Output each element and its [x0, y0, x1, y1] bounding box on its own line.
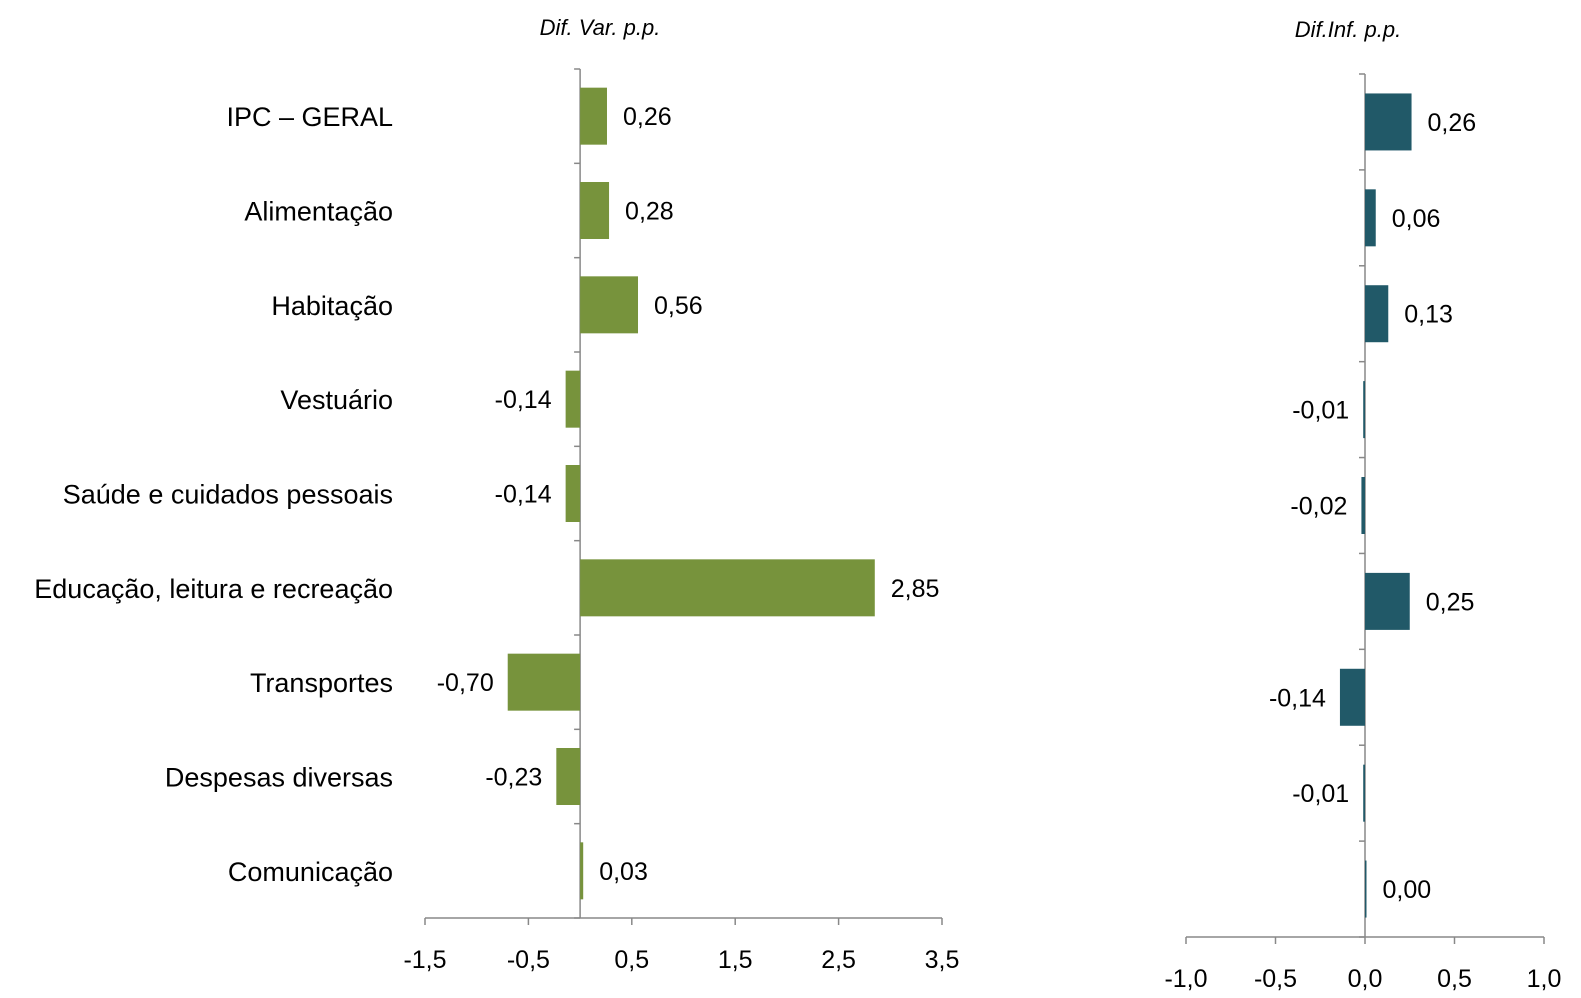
left-data-label: -0,14 [495, 481, 552, 509]
left-category-label: Transportes [250, 668, 393, 698]
left-data-label: -0,23 [485, 764, 542, 792]
left-value-tick-label: 3,5 [925, 946, 960, 974]
right-bar [1365, 860, 1367, 918]
left-bar [580, 182, 610, 239]
left-bar [580, 276, 639, 334]
right-data-label: -0,01 [1292, 780, 1349, 808]
left-value-tick-label: -1,5 [403, 946, 446, 974]
right-data-label: 0,06 [1392, 205, 1441, 233]
left-category-label: Despesas diversas [165, 763, 393, 793]
right-value-tick-label: 0,5 [1437, 965, 1472, 993]
left-bar [507, 653, 581, 711]
left-value-tick-label: -0,5 [507, 946, 550, 974]
left-value-tick-label: 1,5 [718, 946, 753, 974]
left-bar [556, 748, 581, 805]
left-category-label: Vestuário [280, 385, 393, 415]
right-bar [1339, 668, 1365, 726]
left-data-label: 0,26 [623, 103, 672, 131]
left-category-label: Habitação [271, 291, 393, 321]
right-bar [1363, 764, 1365, 822]
right-data-label: 0,25 [1426, 588, 1475, 616]
right-data-label: -0,14 [1269, 684, 1326, 712]
right-value-tick-label: 1,0 [1527, 965, 1562, 993]
left-chart-title: Dif. Var. p.p. [540, 15, 661, 40]
right-bar [1363, 381, 1365, 439]
left-data-label: 0,28 [625, 198, 674, 226]
left-bar [580, 842, 584, 900]
left-category-label: Educação, leitura e recreação [34, 574, 393, 604]
right-data-label: 0,00 [1383, 876, 1432, 904]
left-bar [580, 559, 875, 617]
right-value-tick-label: -0,5 [1254, 965, 1297, 993]
left-bar [565, 465, 581, 522]
right-bar [1365, 93, 1412, 151]
left-category-label: IPC – GERAL [226, 102, 393, 132]
right-data-label: -0,02 [1290, 493, 1347, 521]
right-bar [1361, 477, 1365, 534]
left-bar [580, 87, 607, 145]
right-data-label: 0,26 [1428, 109, 1477, 137]
right-data-label: 0,13 [1404, 301, 1453, 329]
left-category-label: Alimentação [244, 197, 393, 227]
right-bar [1365, 189, 1376, 247]
right-value-tick-label: 0,0 [1348, 965, 1383, 993]
left-data-label: -0,14 [495, 386, 552, 414]
right-data-label: -0,01 [1292, 397, 1349, 425]
right-bar [1365, 285, 1389, 343]
left-value-tick-label: 0,5 [614, 946, 649, 974]
right-chart-title: Dif.Inf. p.p. [1295, 17, 1401, 42]
left-value-tick-label: 2,5 [821, 946, 856, 974]
left-data-label: 0,56 [654, 292, 703, 320]
left-category-label: Comunicação [228, 857, 393, 887]
right-bar [1365, 572, 1410, 630]
left-data-label: -0,70 [437, 669, 494, 697]
left-bar [565, 370, 581, 428]
left-category-label: Saúde e cuidados pessoais [63, 480, 393, 510]
left-data-label: 0,03 [599, 858, 648, 886]
left-data-label: 2,85 [891, 575, 940, 603]
right-value-tick-label: -1,0 [1164, 965, 1207, 993]
